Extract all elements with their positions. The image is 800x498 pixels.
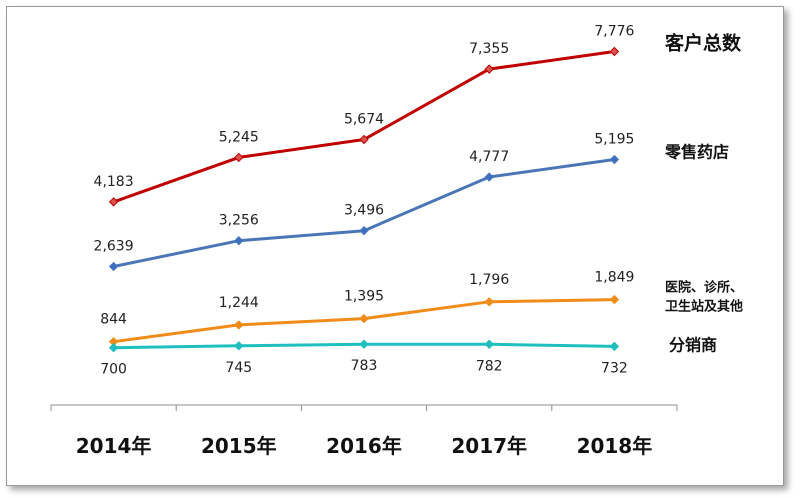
data-point-marker xyxy=(234,320,244,330)
data-label: 5,245 xyxy=(219,129,259,145)
data-point-marker xyxy=(484,339,494,349)
series-label-customers: 客户总数 xyxy=(665,31,742,54)
x-tick-label: 2018年 xyxy=(577,434,653,458)
data-point-marker xyxy=(108,197,119,207)
data-label: 783 xyxy=(351,358,378,374)
data-label: 782 xyxy=(476,358,503,374)
data-label: 7,776 xyxy=(594,23,634,39)
series-label-pharmacies: 零售药店 xyxy=(664,143,729,162)
data-point-marker xyxy=(359,134,369,145)
x-tick-label: 2014年 xyxy=(76,434,152,458)
data-label: 1,849 xyxy=(594,270,634,286)
data-label: 732 xyxy=(601,360,628,376)
chart-frame: 2014年 2015年 2016年 2017年 2018年 4,183 5,245 5,674… xyxy=(6,6,784,486)
data-label: 4,183 xyxy=(94,174,134,190)
data-label: 1,244 xyxy=(219,295,259,311)
data-label: 4,777 xyxy=(469,149,509,165)
data-point-marker xyxy=(484,172,494,182)
data-label: 5,674 xyxy=(344,111,384,127)
data-point-marker xyxy=(609,294,620,305)
data-point-marker xyxy=(484,64,494,74)
data-point-marker xyxy=(609,46,620,57)
data-label: 1,395 xyxy=(344,289,384,305)
data-label: 1,796 xyxy=(469,272,509,288)
data-point-marker xyxy=(234,235,244,246)
series-label-hospitals-line1: 医院、诊所、 xyxy=(665,280,743,296)
x-tick-label: 2017年 xyxy=(451,434,527,458)
data-label: 3,256 xyxy=(219,213,259,229)
data-point-marker xyxy=(609,154,620,165)
line-chart: 2014年 2015年 2016年 2017年 2018年 4,183 5,245 5,674… xyxy=(50,23,743,458)
series-label-distributors: 分销商 xyxy=(669,335,717,354)
data-label: 745 xyxy=(225,360,252,376)
data-label: 844 xyxy=(100,312,127,328)
x-tick-label: 2015年 xyxy=(201,434,277,458)
data-label: 2,639 xyxy=(94,239,134,255)
data-label: 3,496 xyxy=(344,203,384,219)
data-point-marker xyxy=(234,152,244,163)
data-point-marker xyxy=(359,313,369,324)
data-point-marker xyxy=(234,341,244,351)
data-point-marker xyxy=(359,339,369,349)
data-point-marker xyxy=(108,261,119,272)
data-point-marker xyxy=(484,297,494,307)
data-point-marker xyxy=(108,342,119,353)
series-label-hospitals-line2: 卫生站及其他 xyxy=(665,299,743,315)
data-label: 7,355 xyxy=(469,41,509,57)
data-label: 700 xyxy=(100,362,127,378)
data-label: 5,195 xyxy=(594,132,634,148)
x-tick-label: 2016年 xyxy=(326,434,402,458)
data-point-marker xyxy=(359,225,369,236)
data-point-marker xyxy=(609,341,620,352)
